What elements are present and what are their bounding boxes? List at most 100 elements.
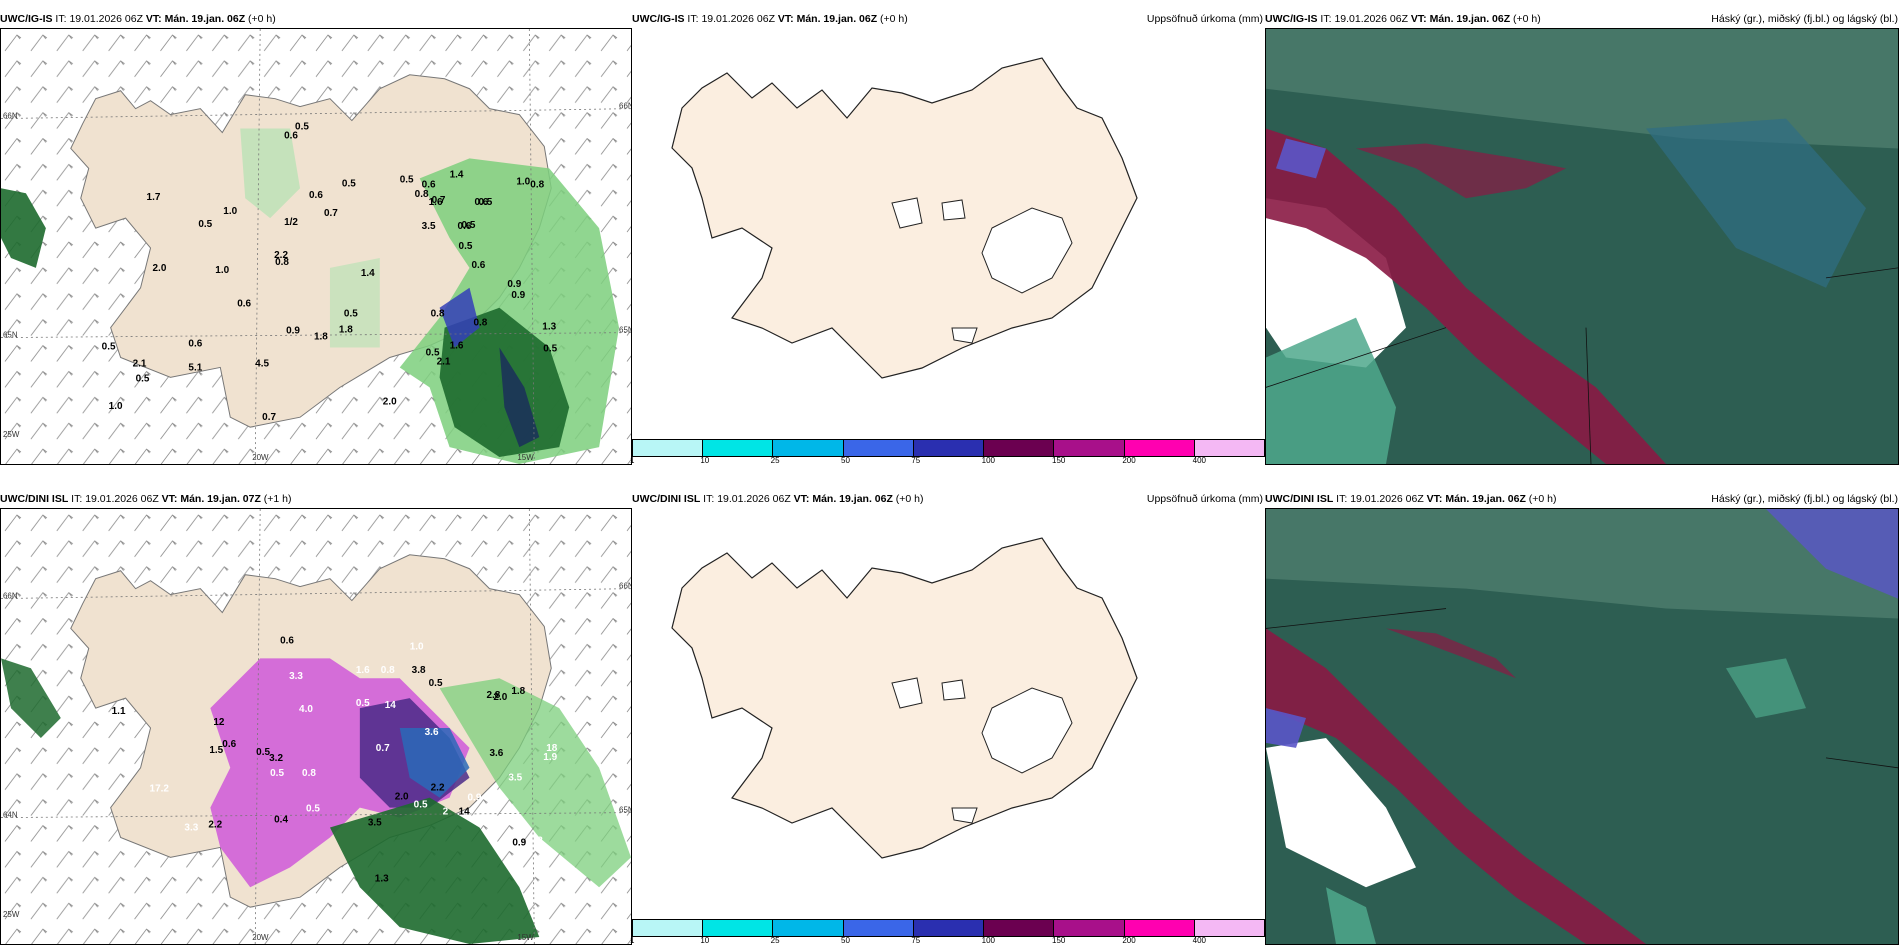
precip-value-label: 2.0 (493, 692, 507, 703)
precip-wind-map[interactable]: 66N 64N 66N 65N 20W 15W 25W 20.60.50.50.… (0, 508, 632, 945)
precip-value-label: 1.8 (314, 332, 328, 343)
legend-tick-label: 150 (1052, 936, 1066, 945)
init-time: 19.01.2026 06Z (69, 13, 143, 25)
precip-value-label: 1.0 (215, 265, 229, 276)
panel-top-right: UWC/IG-IS IT: 19.01.2026 06Z VT: Mán. 19… (1265, 10, 1900, 465)
precip-values: 20.60.50.50.51.120.50.52.81.61.30.90.60.… (112, 635, 558, 884)
cloud-cover-map[interactable] (1265, 508, 1899, 945)
legend-tick-label: 25 (770, 936, 780, 945)
legend-swatch (703, 920, 774, 936)
precip-value-label: 2.0 (153, 263, 167, 274)
precip-value-label: 1.1 (112, 706, 126, 717)
precip-value-label: 0.5 (102, 342, 116, 353)
panel-bottom-middle: UWC/DINI ISL IT: 19.01.2026 06Z VT: Mán.… (630, 490, 1265, 946)
precip-value-label: 1.6 (450, 341, 464, 352)
precip-value-label: 0.5 (414, 800, 428, 811)
lat-label-66n: 66N (3, 112, 18, 121)
accumulated-precip-map[interactable] (632, 508, 1265, 919)
glacier-langjokull (891, 197, 923, 229)
valid-time: Mán. 19.jan. 06Z (1445, 493, 1526, 505)
precip-value-label: 0.7 (376, 743, 390, 754)
precip-value-label: 0.5 (270, 768, 284, 779)
precip-value-label: 0.8 (431, 309, 445, 320)
valid-time: Mán. 19.jan. 06Z (796, 13, 878, 25)
precip-value-label: 0.6 (422, 179, 436, 190)
precip-value-label: 1.6 (429, 197, 443, 208)
lon-label-25w: 25W (3, 910, 20, 919)
precip-value-label: 2.8 (486, 690, 500, 701)
precip-value-label: 3.5 (422, 221, 436, 232)
precip-value-label: 0.5 (342, 178, 356, 189)
panel-header: UWC/DINI ISL IT: 19.01.2026 06Z VT: Mán.… (632, 490, 1265, 508)
precip-value-label: 0.5 (429, 678, 443, 689)
init-time: 19.01.2026 06Z (1350, 493, 1424, 505)
legend-swatch (843, 920, 914, 936)
lead-time: (+0 h) (880, 13, 908, 25)
legend-swatch (633, 920, 704, 936)
accumulated-precip-map[interactable] (632, 28, 1265, 439)
precip-value-label: 1.4 (450, 169, 464, 180)
precip-value-label: 0.5 (136, 373, 150, 384)
legend-swatch (913, 920, 985, 936)
legend-bar (632, 919, 1265, 937)
color-legend: 1 10 25 50 75 100 150 200 400 (630, 439, 1265, 465)
precip-blue-core (399, 727, 470, 798)
legend-ticks: 1 10 25 50 75 100 150 200 400 (630, 936, 1265, 946)
legend-tick-label: 50 (841, 456, 850, 465)
legend-swatch (984, 440, 1055, 456)
precip-wind-map[interactable]: 66N 65N 66N 65N 20W 15W 25W 0.50.50.60.6… (0, 28, 632, 465)
precip-value-label: 2.2 (208, 820, 222, 831)
panel-bottom-left: UWC/DINI ISL IT: 19.01.2026 06Z VT: Mán.… (0, 490, 632, 945)
precip-value-label: 0.5 (306, 804, 320, 815)
precip-values: 0.50.50.60.60.51.00.60.60.50.50.60.50.50… (102, 122, 558, 424)
init-time: 19.01.2026 06Z (717, 493, 791, 505)
field-title: Háský (gr.), miðský (fj.bl.) og lágský (… (1711, 13, 1898, 25)
precip-value-label: 1.9 (543, 752, 557, 763)
legend-tick-label: 400 (1192, 936, 1207, 945)
precip-value-label: 2.1 (437, 356, 451, 367)
legend-tick-label: 100 (981, 456, 996, 465)
precip-value-label: 3.8 (412, 665, 426, 676)
precip-value-label: 0.7 (432, 195, 446, 206)
precip-value-label: 2 (537, 835, 543, 846)
precip-value-label: 0.5 (459, 241, 473, 252)
precip-value-label: 4.5 (255, 358, 269, 369)
legend-tick-label: 1 (630, 456, 635, 465)
lat-label-64n: 64N (3, 811, 18, 820)
panel-header: UWC/DINI ISL IT: 19.01.2026 06Z VT: Mán.… (1265, 490, 1900, 508)
legend-bar (632, 439, 1265, 457)
cloud-clear-area (1266, 198, 1406, 368)
lat-label-65n-right: 65N (619, 326, 631, 335)
precip-value-label: 0.5 (543, 344, 557, 355)
precip-value-label: 0.8 (473, 318, 487, 329)
glacier-hofsjokull (941, 199, 966, 221)
model-label: UWC/IG-IS (1265, 13, 1318, 25)
cloud-cover-map[interactable] (1265, 28, 1899, 465)
legend-tick-label: 10 (700, 456, 710, 465)
precip-value-label: 0.5 (344, 309, 358, 320)
legend-tick-label: 150 (1052, 456, 1066, 465)
model-label: UWC/DINI ISL (632, 493, 701, 505)
precip-value-label: 17.2 (150, 784, 170, 795)
valid-time: Mán. 19.jan. 06Z (164, 13, 246, 25)
precip-value-label: 3.3 (289, 671, 303, 682)
precip-value-label: 1.5 (209, 745, 223, 756)
precip-value-label: 1.0 (109, 401, 123, 412)
precip-value-label: 0.8 (275, 257, 289, 268)
legend-swatch (633, 440, 704, 456)
precip-value-label: 0.5 (400, 174, 414, 185)
lon-label-15w: 15W (517, 933, 534, 942)
lat-label-66n-right: 66N (619, 582, 631, 591)
lat-label-66n-right: 66N (619, 102, 631, 111)
valid-time: Mán. 19.jan. 06Z (1429, 13, 1511, 25)
legend-tick-label: 75 (911, 936, 921, 945)
field-title: Uppsöfnuð úrkoma (mm) (1146, 13, 1263, 25)
precip-value-label: 0.6 (188, 339, 202, 350)
legend-swatch (1124, 440, 1195, 456)
precip-value-label: 0.5 (198, 219, 212, 230)
precip-value-label: 0.9 (512, 837, 526, 848)
legend-tick-label: 10 (700, 936, 710, 945)
legend-swatch (843, 440, 914, 456)
model-label: UWC/IG-IS (632, 13, 685, 25)
precip-value-label: 0.6 (472, 260, 486, 271)
